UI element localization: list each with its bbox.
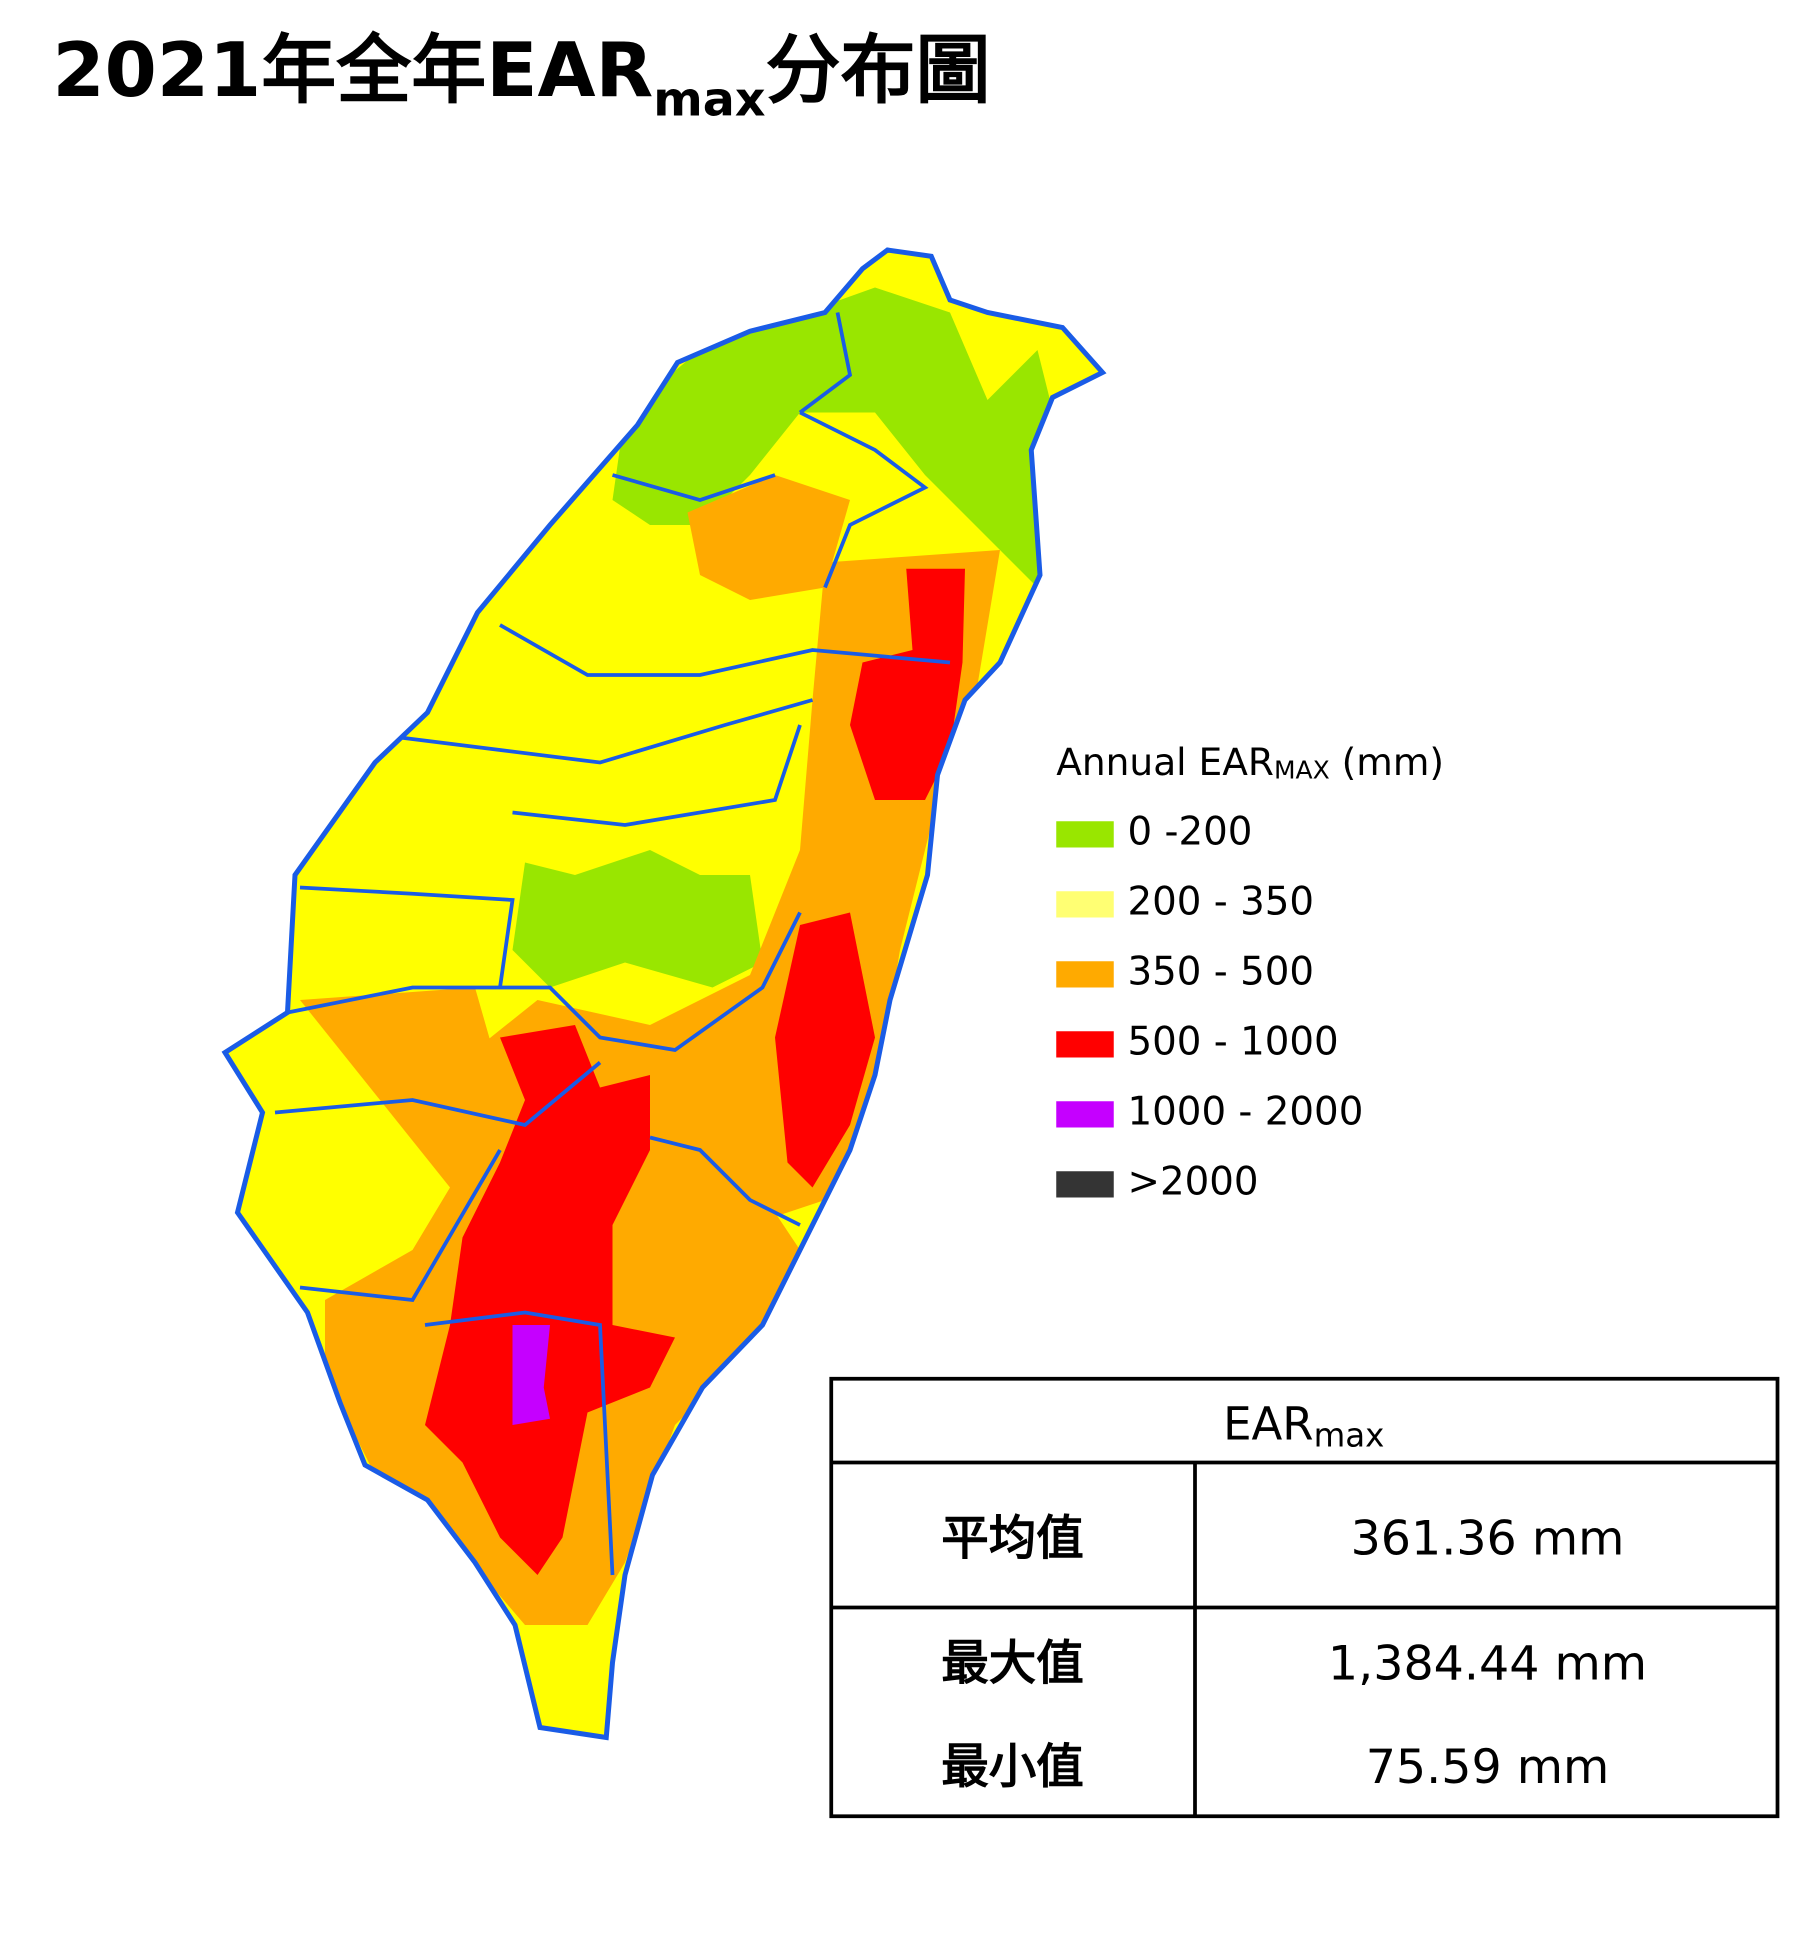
row-value: 361.36 mm bbox=[1351, 1511, 1625, 1566]
map-zone bbox=[850, 568, 965, 800]
title-main: 2021年全年EAR bbox=[53, 26, 654, 114]
title-subscript: max bbox=[653, 73, 765, 128]
table-frame bbox=[829, 1376, 1780, 1819]
legend-title: Annual EARMAX (mm) bbox=[1056, 739, 1444, 784]
page-title: 2021年全年EARmax分布圖 bbox=[53, 26, 991, 128]
row-value: 75.59 mm bbox=[1366, 1740, 1610, 1795]
table-header-subscript: max bbox=[1314, 1417, 1385, 1455]
map-zone bbox=[425, 1025, 675, 1575]
legend-swatch bbox=[1056, 1101, 1114, 1128]
map-zone bbox=[775, 912, 875, 1188]
table-rows: 平均值 361.36 mm 最大值 1,384.44 mm 最小值 75.59 mm bbox=[941, 1511, 1647, 1795]
legend-label: 0 -200 bbox=[1128, 809, 1253, 854]
county-borders bbox=[274, 312, 951, 1576]
row-label: 最小值 bbox=[941, 1740, 1084, 1795]
legend-swatch bbox=[1056, 1031, 1114, 1058]
legend-swatch bbox=[1056, 1171, 1114, 1198]
row-label: 最大值 bbox=[941, 1636, 1084, 1691]
legend-label: 350 - 500 bbox=[1128, 949, 1315, 994]
legend-label: 200 - 350 bbox=[1128, 879, 1315, 924]
legend-title-subscript: MAX bbox=[1274, 755, 1330, 784]
legend: 0 -200 200 - 350 350 - 500 500 - 1000 1000 -… bbox=[1056, 809, 1363, 1204]
map-zone bbox=[512, 850, 763, 988]
legend-swatch bbox=[1056, 891, 1114, 918]
legend-label: >2000 bbox=[1128, 1159, 1259, 1204]
map-zone bbox=[512, 1325, 550, 1425]
row-value: 1,384.44 mm bbox=[1328, 1636, 1647, 1691]
legend-label: 500 - 1000 bbox=[1128, 1019, 1339, 1064]
legend-label: 1000 - 2000 bbox=[1128, 1089, 1364, 1134]
legend-swatch bbox=[1056, 821, 1114, 848]
legend-swatch bbox=[1056, 961, 1114, 988]
map-zone bbox=[687, 475, 850, 600]
table-header: EARmax bbox=[1223, 1398, 1384, 1455]
title-suffix: 分布圖 bbox=[765, 26, 990, 114]
legend-title-suffix: (mm) bbox=[1330, 739, 1444, 783]
legend-title-main: Annual EAR bbox=[1056, 739, 1274, 783]
table-header-main: EAR bbox=[1223, 1398, 1313, 1451]
map-zone bbox=[612, 287, 1063, 588]
stats-table bbox=[829, 1376, 1780, 1819]
row-label: 平均值 bbox=[941, 1511, 1084, 1566]
